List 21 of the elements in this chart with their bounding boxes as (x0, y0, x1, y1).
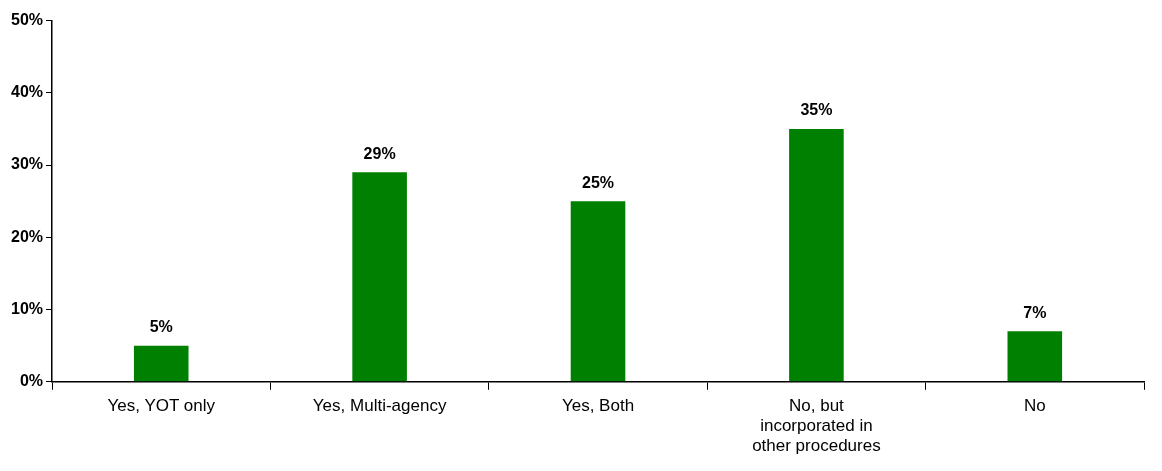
x-tick-label: Yes, YOT only (107, 395, 216, 415)
y-tick-label: 0% (19, 372, 44, 390)
x-tick-label: Yes, Multi-agency (312, 395, 447, 415)
bar (352, 172, 407, 382)
y-tick-label: 10% (10, 299, 44, 317)
y-tick-label: 50% (10, 11, 44, 29)
bar (789, 128, 844, 382)
bar (570, 201, 626, 382)
y-tick-label: 20% (10, 227, 44, 245)
x-tick-label: No (1023, 395, 1046, 415)
data-label: 25% (582, 173, 615, 191)
x-tick-label: No, but incorporated in other procedures (752, 395, 881, 456)
bar (1007, 331, 1063, 382)
data-label: 29% (363, 144, 396, 162)
bar (133, 345, 189, 382)
y-tick-label: 30% (10, 155, 44, 173)
x-tick-label: Yes, Both (561, 395, 635, 415)
data-label: 35% (800, 101, 833, 119)
data-label: 7% (1023, 303, 1047, 321)
data-label: 5% (149, 318, 173, 336)
y-tick-label: 40% (10, 83, 44, 101)
